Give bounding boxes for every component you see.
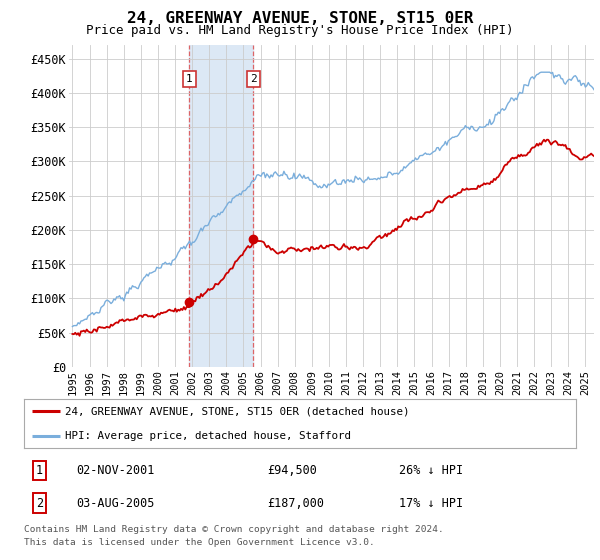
Text: 1: 1 [36,464,43,477]
Text: 2: 2 [36,497,43,510]
Text: 1: 1 [186,74,193,84]
Text: HPI: Average price, detached house, Stafford: HPI: Average price, detached house, Staf… [65,431,352,441]
Text: 2: 2 [250,74,257,84]
Text: 24, GREENWAY AVENUE, STONE, ST15 0ER (detached house): 24, GREENWAY AVENUE, STONE, ST15 0ER (de… [65,406,410,416]
Text: This data is licensed under the Open Government Licence v3.0.: This data is licensed under the Open Gov… [24,538,375,547]
Text: 26% ↓ HPI: 26% ↓ HPI [400,464,463,477]
Text: 24, GREENWAY AVENUE, STONE, ST15 0ER: 24, GREENWAY AVENUE, STONE, ST15 0ER [127,11,473,26]
Bar [190,45,253,367]
Text: 02-NOV-2001: 02-NOV-2001 [76,464,155,477]
Text: Contains HM Land Registry data © Crown copyright and database right 2024.: Contains HM Land Registry data © Crown c… [24,525,444,534]
Text: 17% ↓ HPI: 17% ↓ HPI [400,497,463,510]
Text: 03-AUG-2005: 03-AUG-2005 [76,497,155,510]
Text: £187,000: £187,000 [267,497,324,510]
Text: £94,500: £94,500 [267,464,317,477]
Text: Price paid vs. HM Land Registry's House Price Index (HPI): Price paid vs. HM Land Registry's House … [86,24,514,36]
